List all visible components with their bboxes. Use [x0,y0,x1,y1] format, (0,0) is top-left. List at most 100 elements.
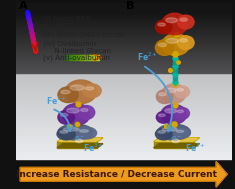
Bar [16,47,232,48]
Bar [16,8,232,9]
Ellipse shape [180,18,188,21]
Bar [16,22,232,23]
Bar [16,37,232,38]
Ellipse shape [175,86,189,98]
Bar [16,34,232,35]
Ellipse shape [177,88,184,91]
Bar [16,147,232,148]
Bar [16,89,232,90]
Ellipse shape [180,39,188,42]
Bar [16,44,232,45]
Ellipse shape [158,23,165,26]
Ellipse shape [58,87,78,103]
Text: N-linked Glycan: N-linked Glycan [43,47,111,53]
Polygon shape [75,55,77,60]
Bar [16,55,232,56]
Bar [16,87,232,88]
Bar [16,61,232,62]
Polygon shape [67,55,69,60]
Ellipse shape [161,105,187,124]
Bar [16,123,232,124]
Polygon shape [91,55,92,60]
Bar [16,41,232,42]
Ellipse shape [166,18,177,23]
Polygon shape [154,144,200,148]
Polygon shape [93,55,95,60]
Polygon shape [84,55,86,60]
Ellipse shape [159,93,166,96]
Ellipse shape [158,131,165,133]
Bar [16,6,232,7]
Bar [16,43,232,44]
Bar [16,155,232,156]
Bar [16,27,232,28]
Bar [16,58,232,59]
Polygon shape [57,138,103,142]
Ellipse shape [157,124,190,140]
Ellipse shape [174,128,190,138]
Text: A: A [19,1,28,11]
Ellipse shape [83,84,101,98]
Bar [16,141,232,142]
Bar [16,128,232,129]
Ellipse shape [79,130,88,132]
Ellipse shape [159,114,165,117]
Bar [16,156,232,157]
Bar [16,142,232,143]
Ellipse shape [162,34,189,55]
Bar [16,83,232,84]
Bar [16,127,232,128]
Polygon shape [59,138,101,141]
Ellipse shape [61,90,70,94]
Ellipse shape [177,110,184,113]
Text: Fe$^{2+}$: Fe$^{2+}$ [46,94,67,107]
Bar [16,110,232,111]
Polygon shape [79,55,81,60]
Text: e$^-$: e$^-$ [74,134,85,143]
Bar [16,85,232,86]
Bar [16,12,232,13]
Ellipse shape [172,139,179,143]
Bar [16,131,232,132]
Ellipse shape [60,113,68,116]
Bar [16,104,232,105]
Polygon shape [77,55,78,60]
Bar [16,126,232,127]
Bar [16,136,232,137]
Bar [16,120,232,121]
Bar [16,134,232,135]
Polygon shape [154,142,194,148]
Bar [16,122,232,123]
Ellipse shape [58,124,93,140]
Bar [16,92,232,93]
Text: Increase Resistance / Decrease Current: Increase Resistance / Decrease Current [16,170,217,179]
Bar [16,54,232,55]
Polygon shape [155,138,198,141]
Bar [16,73,232,74]
Bar [16,105,232,107]
Polygon shape [86,55,87,60]
Bar [16,48,232,49]
Ellipse shape [155,20,172,34]
Bar [16,40,232,41]
Bar [16,88,232,89]
Polygon shape [154,138,200,142]
Ellipse shape [63,104,90,125]
Bar [16,62,232,63]
Ellipse shape [165,109,176,113]
Ellipse shape [57,128,75,140]
Bar [16,91,232,92]
Bar [16,49,232,50]
Bar [16,72,232,73]
Polygon shape [89,55,91,60]
Ellipse shape [70,85,84,90]
Polygon shape [83,55,85,60]
Bar [16,100,232,101]
Ellipse shape [177,15,194,29]
Bar [16,66,232,67]
Bar [16,80,232,81]
Text: Fe$^{3+}$: Fe$^{3+}$ [185,141,206,154]
Bar [16,99,232,100]
Bar [16,50,232,52]
Polygon shape [73,55,74,60]
